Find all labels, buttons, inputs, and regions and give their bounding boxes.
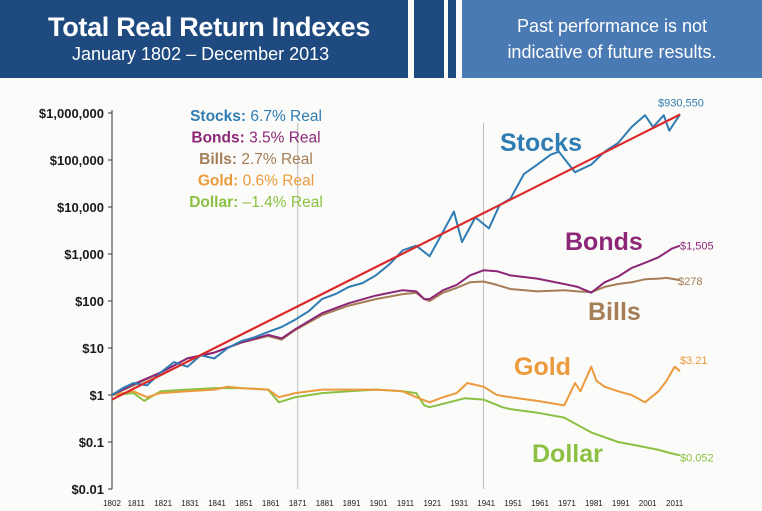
x-tick-label: 1971 xyxy=(558,499,576,508)
y-tick-label: $100,000 xyxy=(50,153,104,168)
x-tick-label: 1901 xyxy=(370,499,388,508)
x-tick-label: 2001 xyxy=(639,499,657,508)
dollar-end-value-label: $0.052 xyxy=(680,452,714,464)
x-tick-label: 1811 xyxy=(128,499,146,508)
header-divider-bar xyxy=(414,0,444,78)
legend-item-dollar: Dollar: –1.4% Real xyxy=(189,194,323,211)
legend-name-bonds: Bonds: xyxy=(191,130,249,147)
bonds-end-value-label: $1,505 xyxy=(680,241,714,253)
y-tick-label: $0.1 xyxy=(79,435,104,450)
legend-rate-gold: 0.6% Real xyxy=(243,173,315,190)
y-tick-label: $0.01 xyxy=(71,482,104,497)
y-tick-label: $10 xyxy=(82,341,104,356)
stocks-trend-line xyxy=(111,113,681,401)
x-tick-label: 1911 xyxy=(397,499,415,508)
header-note-panel: Past performance is not indicative of fu… xyxy=(462,0,762,78)
legend-item-gold: Gold: 0.6% Real xyxy=(198,173,314,190)
x-tick-label: 1871 xyxy=(289,499,307,508)
bonds-series-line xyxy=(111,244,681,396)
legend-rate-stocks: 6.7% Real xyxy=(250,108,322,125)
x-tick-label: 1891 xyxy=(343,499,361,508)
gold-series-line xyxy=(111,365,681,407)
legend-rate-bonds: 3.5% Real xyxy=(249,130,321,147)
bills-series-label: Bills xyxy=(588,298,641,326)
y-tick-label: $10,000 xyxy=(57,200,104,215)
y-tick-label: $100 xyxy=(75,294,104,309)
disclaimer-line-2: indicative of future results. xyxy=(507,42,717,62)
legend-name-bills: Bills: xyxy=(199,151,241,168)
x-tick-label: 1931 xyxy=(450,499,468,508)
stocks-series-line xyxy=(111,113,681,396)
y-tick-label: $1,000,000 xyxy=(39,106,104,121)
x-tick-label: 1861 xyxy=(262,499,280,508)
legend-name-stocks: Stocks: xyxy=(190,108,250,125)
x-tick-label: 1991 xyxy=(612,499,630,508)
x-tick-label: 1921 xyxy=(423,499,441,508)
y-tick-label: $1,000 xyxy=(64,247,104,262)
header-divider-bar-thin xyxy=(448,0,456,78)
x-tick-label: 1831 xyxy=(181,499,199,508)
bonds-series-label: Bonds xyxy=(565,228,643,256)
legend-rate-bills: 2.7% Real xyxy=(241,151,313,168)
bills-end-value-label: $278 xyxy=(678,276,702,288)
x-tick-label: 2011 xyxy=(666,499,684,508)
dollar-series-line xyxy=(111,387,681,457)
disclaimer-line-1: Past performance is not xyxy=(516,16,708,36)
chart-title: Total Real Return Indexes xyxy=(48,12,371,42)
legend-item-bills: Bills: 2.7% Real xyxy=(199,151,313,168)
x-tick-label: 1881 xyxy=(316,499,334,508)
x-tick-label: 1802 xyxy=(103,499,121,508)
x-tick-label: 1841 xyxy=(208,499,226,508)
legend-item-bonds: Bonds: 3.5% Real xyxy=(191,130,320,147)
legend-rate-dollar: –1.4% Real xyxy=(243,194,323,211)
legend-item-stocks: Stocks: 6.7% Real xyxy=(190,108,322,125)
x-tick-label: 1981 xyxy=(585,499,603,508)
stocks-series-label: Stocks xyxy=(500,129,582,157)
x-tick-label: 1851 xyxy=(235,499,253,508)
legend-name-dollar: Dollar: xyxy=(189,194,242,211)
x-tick-label: 1961 xyxy=(531,499,549,508)
legend-name-gold: Gold: xyxy=(198,173,243,190)
chart-subtitle: January 1802 – December 2013 xyxy=(72,44,330,64)
x-tick-label: 1951 xyxy=(504,499,522,508)
dollar-series-label: Dollar xyxy=(532,440,603,468)
y-tick-label: $1 xyxy=(90,388,104,403)
gold-end-value-label: $3.21 xyxy=(680,355,708,367)
header-title-panel xyxy=(0,0,408,78)
x-tick-label: 1821 xyxy=(154,499,172,508)
stocks-end-value-label: $930,550 xyxy=(658,97,704,109)
gold-series-label: Gold xyxy=(514,353,571,381)
x-tick-label: 1941 xyxy=(477,499,495,508)
